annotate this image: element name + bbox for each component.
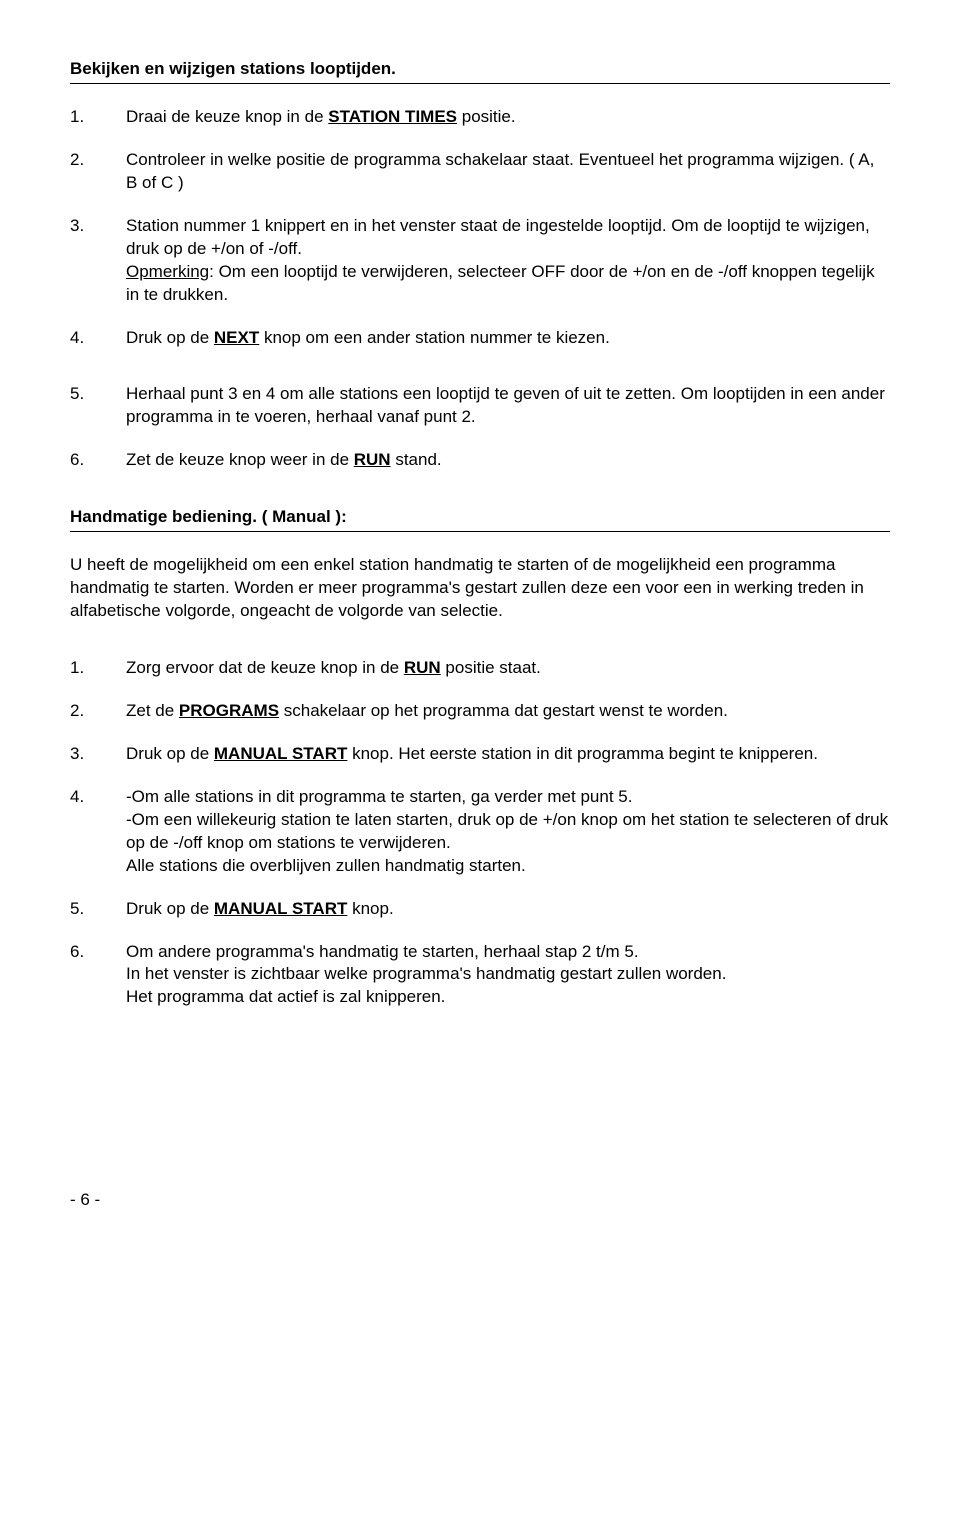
text-pre: Zet de [126, 701, 179, 720]
item-body: Zet de keuze knop weer in de RUN stand. [126, 449, 890, 472]
text-post: stand. [391, 450, 442, 469]
item-number: 1. [70, 657, 126, 680]
text-pre: Zet de keuze knop weer in de [126, 450, 354, 469]
list-item: 4. -Om alle stations in dit programma te… [70, 786, 890, 878]
list-item: 6. Zet de keuze knop weer in de RUN stan… [70, 449, 890, 472]
text-post: schakelaar op het programma dat gestart … [279, 701, 728, 720]
list-item: 1. Zorg ervoor dat de keuze knop in de R… [70, 657, 890, 680]
list-item: 5. Herhaal punt 3 en 4 om alle stations … [70, 383, 890, 429]
text-post: positie staat. [441, 658, 541, 677]
item-number: 1. [70, 106, 126, 129]
section2-intro: U heeft de mogelijkheid om een enkel sta… [70, 554, 890, 623]
item-number: 2. [70, 149, 126, 195]
keyword: MANUAL START [214, 744, 347, 763]
text-line1: Station nummer 1 knippert en in het vens… [126, 216, 870, 258]
text-pre: Zorg ervoor dat de keuze knop in de [126, 658, 404, 677]
item-body: Druk op de MANUAL START knop. Het eerste… [126, 743, 890, 766]
item-body: Draai de keuze knop in de STATION TIMES … [126, 106, 890, 129]
list-item: 4. Druk op de NEXT knop om een ander sta… [70, 327, 890, 350]
list-item: 1. Draai de keuze knop in de STATION TIM… [70, 106, 890, 129]
list-item: 5. Druk op de MANUAL START knop. [70, 898, 890, 921]
list-item: 6. Om andere programma's handmatig te st… [70, 941, 890, 1010]
item-body: Herhaal punt 3 en 4 om alle stations een… [126, 383, 890, 429]
list-item: 3. Station nummer 1 knippert en in het v… [70, 215, 890, 307]
item-body: Om andere programma's handmatig te start… [126, 941, 890, 1010]
item-body: Zet de PROGRAMS schakelaar op het progra… [126, 700, 890, 723]
item-body: Station nummer 1 knippert en in het vens… [126, 215, 890, 307]
item-number: 4. [70, 786, 126, 878]
item-number: 5. [70, 898, 126, 921]
page-number: - 6 - [70, 1189, 890, 1212]
item-number: 3. [70, 215, 126, 307]
note-label: Opmerking [126, 262, 209, 281]
text-post: knop. [347, 899, 393, 918]
text-pre: Druk op de [126, 328, 214, 347]
section2-list: 1. Zorg ervoor dat de keuze knop in de R… [70, 657, 890, 1009]
list-item: 2. Zet de PROGRAMS schakelaar op het pro… [70, 700, 890, 723]
item-number: 2. [70, 700, 126, 723]
keyword: RUN [404, 658, 441, 677]
text-pre: Druk op de [126, 744, 214, 763]
item-body: Zorg ervoor dat de keuze knop in de RUN … [126, 657, 890, 680]
keyword: STATION TIMES [328, 107, 457, 126]
keyword: MANUAL START [214, 899, 347, 918]
text-post: knop. Het eerste station in dit programm… [347, 744, 818, 763]
text-post: positie. [457, 107, 516, 126]
item-number: 4. [70, 327, 126, 350]
section2-title: Handmatige bediening. ( Manual ): [70, 506, 890, 532]
section1-title: Bekijken en wijzigen stations looptijden… [70, 58, 890, 84]
item-number: 6. [70, 941, 126, 1010]
keyword: NEXT [214, 328, 259, 347]
item-body: Druk op de NEXT knop om een ander statio… [126, 327, 890, 350]
text-pre: Draai de keuze knop in de [126, 107, 328, 126]
item-body: Druk op de MANUAL START knop. [126, 898, 890, 921]
keyword: PROGRAMS [179, 701, 279, 720]
note-rest: : Om een looptijd te verwijderen, select… [126, 262, 875, 304]
item-body: Controleer in welke positie de programma… [126, 149, 890, 195]
item-body: -Om alle stations in dit programma te st… [126, 786, 890, 878]
keyword: RUN [354, 450, 391, 469]
text-pre: Druk op de [126, 899, 214, 918]
section1-list: 1. Draai de keuze knop in de STATION TIM… [70, 106, 890, 472]
list-item: 2. Controleer in welke positie de progra… [70, 149, 890, 195]
item-number: 3. [70, 743, 126, 766]
list-item: 3. Druk op de MANUAL START knop. Het eer… [70, 743, 890, 766]
text-post: knop om een ander station nummer te kiez… [259, 328, 610, 347]
item-number: 5. [70, 383, 126, 429]
item-number: 6. [70, 449, 126, 472]
